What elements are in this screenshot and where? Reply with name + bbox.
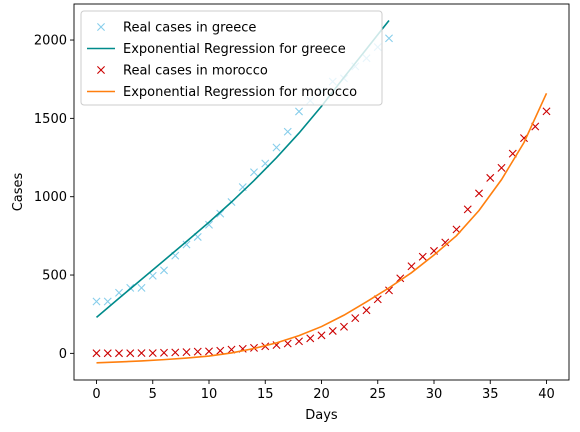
real-cases-in-greece-point: [205, 220, 213, 229]
real-cases-in-morocco-point: [160, 348, 168, 357]
real-cases-in-morocco-point: [92, 349, 101, 358]
real-cases-in-morocco-point: [137, 349, 146, 358]
exponential-regression-for-morocco-legend-label: Exponential Regression for morocco: [123, 85, 357, 100]
real-cases-in-morocco-point: [148, 349, 157, 358]
real-cases-in-morocco-point: [115, 349, 123, 358]
real-cases-in-morocco-point: [463, 205, 472, 214]
y-tick-label: 500: [42, 269, 67, 284]
x-tick-label: 20: [313, 387, 330, 402]
real-cases-in-morocco-legend-label: Real cases in morocco: [123, 64, 268, 79]
y-tick-label: 1500: [34, 112, 67, 127]
real-cases-in-morocco-point: [193, 347, 202, 356]
real-cases-in-greece-point: [216, 209, 225, 218]
real-cases-in-greece-point: [295, 107, 303, 116]
y-tick-label: 1000: [34, 190, 67, 205]
real-cases-in-morocco-point: [385, 286, 393, 295]
real-cases-in-greece-legend-swatch: [97, 23, 105, 31]
x-tick-label: 10: [201, 387, 218, 402]
real-cases-in-greece-point: [272, 143, 281, 152]
real-cases-in-morocco-point: [216, 346, 225, 355]
real-cases-in-morocco-point: [340, 322, 348, 331]
real-cases-in-morocco-point: [396, 274, 405, 283]
plot-area: [92, 19, 551, 364]
real-cases-in-morocco-point: [362, 306, 371, 315]
x-tick-label: 30: [426, 387, 443, 402]
real-cases-in-greece-point: [182, 240, 191, 249]
real-cases-in-greece-point: [103, 297, 112, 306]
exponential-regression-for-morocco-line: [96, 92, 548, 364]
real-cases-in-greece-point: [160, 266, 168, 275]
real-cases-in-morocco-point: [542, 107, 551, 116]
real-cases-in-morocco-point: [328, 326, 337, 335]
real-cases-in-morocco-point: [497, 163, 506, 172]
real-cases-in-morocco-point: [418, 252, 427, 261]
real-cases-in-greece-point: [250, 168, 258, 177]
real-cases-in-morocco-point: [283, 339, 292, 348]
plot-marks: [92, 19, 551, 364]
y-tick-label: 0: [59, 347, 67, 362]
x-tick-label: 15: [257, 387, 274, 402]
x-tick-label: 25: [369, 387, 386, 402]
y-tick-label: 2000: [34, 34, 67, 49]
y-axis-label: Cases: [11, 172, 26, 211]
real-cases-in-morocco-point: [103, 349, 112, 358]
axes: 0 5 10 15 20 25 30 35 40 0 500 1000 1500 2000 Days Case…: [11, 3, 570, 423]
x-tick-label: 35: [482, 387, 499, 402]
real-cases-in-morocco-point: [126, 349, 135, 358]
real-cases-in-morocco-point: [351, 314, 360, 323]
real-cases-in-greece-point: [137, 283, 146, 292]
real-cases-in-morocco-point: [295, 337, 303, 346]
real-cases-in-morocco-point: [205, 347, 213, 356]
real-cases-in-greece-point: [148, 271, 157, 280]
real-cases-in-greece-point: [92, 297, 101, 306]
x-tick-label: 40: [538, 387, 555, 402]
real-cases-in-morocco-point: [182, 348, 191, 357]
real-cases-in-greece-point: [115, 288, 123, 297]
real-cases-in-greece-legend-label: Real cases in greece: [123, 21, 256, 36]
real-cases-in-greece-point: [385, 34, 393, 43]
real-cases-in-morocco-point: [306, 334, 315, 343]
real-cases-in-morocco-point: [486, 173, 495, 182]
real-cases-in-morocco-point: [171, 348, 180, 357]
real-cases-in-morocco-point: [317, 331, 326, 340]
real-cases-in-morocco-point: [475, 189, 483, 198]
real-cases-in-morocco-point: [407, 262, 416, 271]
legend-box: [80, 10, 383, 106]
real-cases-in-greece-point: [283, 127, 292, 136]
x-axis-label: Days: [305, 408, 338, 423]
legend: Real cases in greece Exponential Regressi…: [80, 10, 383, 106]
real-cases-in-morocco-point: [441, 238, 450, 247]
exponential-regression-for-greece-legend-label: Exponential Regression for greece: [123, 42, 346, 57]
x-tick-label: 0: [92, 387, 100, 402]
real-cases-in-morocco-legend-swatch: [97, 66, 105, 74]
x-tick-label: 5: [149, 387, 157, 402]
